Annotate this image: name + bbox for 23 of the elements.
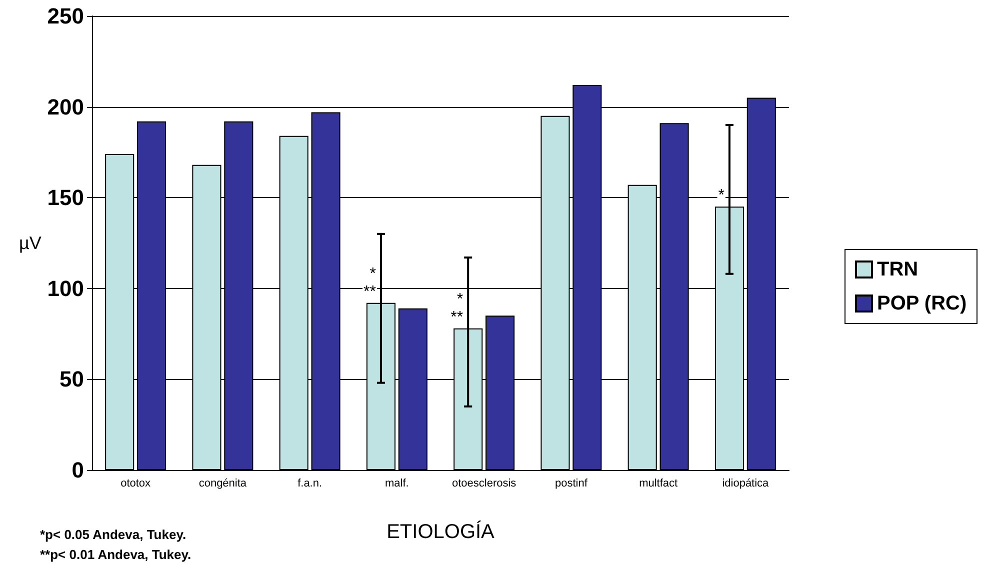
x-tick-label: f.a.n. — [298, 478, 322, 490]
text: *p< 0.05 Andeva, Tukey. — [40, 527, 186, 542]
y-tick-label: 100 — [47, 276, 84, 301]
x-tick-label: idiopática — [722, 478, 770, 490]
text: **p< 0.01 Andeva, Tukey. — [40, 547, 192, 562]
y-tick-label: 200 — [47, 94, 84, 120]
data-label: * ** — [364, 265, 376, 300]
legend-label: TRN — [877, 258, 918, 280]
x-tick-label: multfact — [639, 478, 678, 490]
data-label: * — [718, 187, 724, 204]
x-axis-title: ETIOLOGÍA — [386, 520, 496, 543]
x-tick-label: congénita — [198, 478, 248, 490]
y-tick-label: 250 — [47, 4, 84, 28]
y-tick-label: 150 — [47, 185, 84, 210]
y-tick-label: 0 — [72, 458, 84, 482]
x-tick-label: postinf — [554, 478, 588, 490]
y-axis-title: µV — [19, 233, 42, 253]
y-tick-label: 50 — [60, 366, 84, 392]
legend-label: POP (RC) — [877, 292, 967, 314]
x-tick-label: otoesclerosis — [452, 478, 517, 490]
x-tick-label: ototox — [120, 478, 152, 490]
data-label: * ** — [450, 290, 464, 326]
x-tick-label: malf. — [385, 478, 409, 490]
